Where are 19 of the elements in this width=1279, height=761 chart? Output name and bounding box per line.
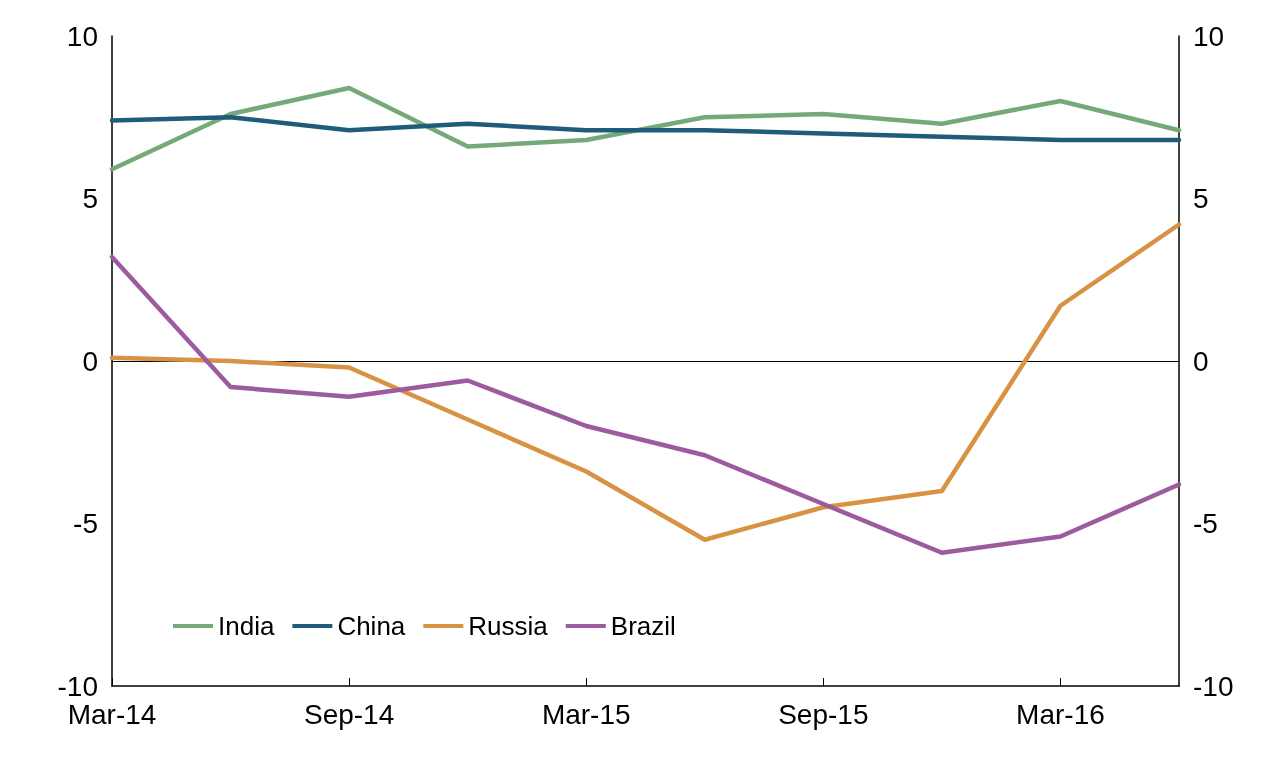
- legend-label: Brazil: [610, 611, 676, 641]
- legend-label: Russia: [468, 611, 549, 641]
- x-tick-label: Mar-15: [541, 698, 631, 730]
- y2-tick-label: 5: [1193, 183, 1209, 214]
- legend-label: China: [337, 611, 406, 641]
- y-tick-label: -5: [73, 508, 98, 539]
- x-tick-label: Mar-16: [1016, 698, 1105, 730]
- y-tick-label: 10: [66, 20, 98, 52]
- y-tick-label: 5: [82, 183, 98, 214]
- x-tick-label: Sep-15: [778, 698, 869, 730]
- x-tick-label: Sep-14: [303, 698, 395, 730]
- y-tick-label: 0: [82, 345, 98, 377]
- y2-tick-label: -10: [1193, 670, 1234, 702]
- line-series: [109, 115, 1182, 143]
- y2-tick-label: -5: [1193, 508, 1218, 539]
- line-series: [109, 85, 1182, 172]
- legend-label: India: [218, 611, 275, 641]
- y2-tick-label: 0: [1193, 345, 1209, 377]
- y2-tick-label: 10: [1193, 20, 1225, 52]
